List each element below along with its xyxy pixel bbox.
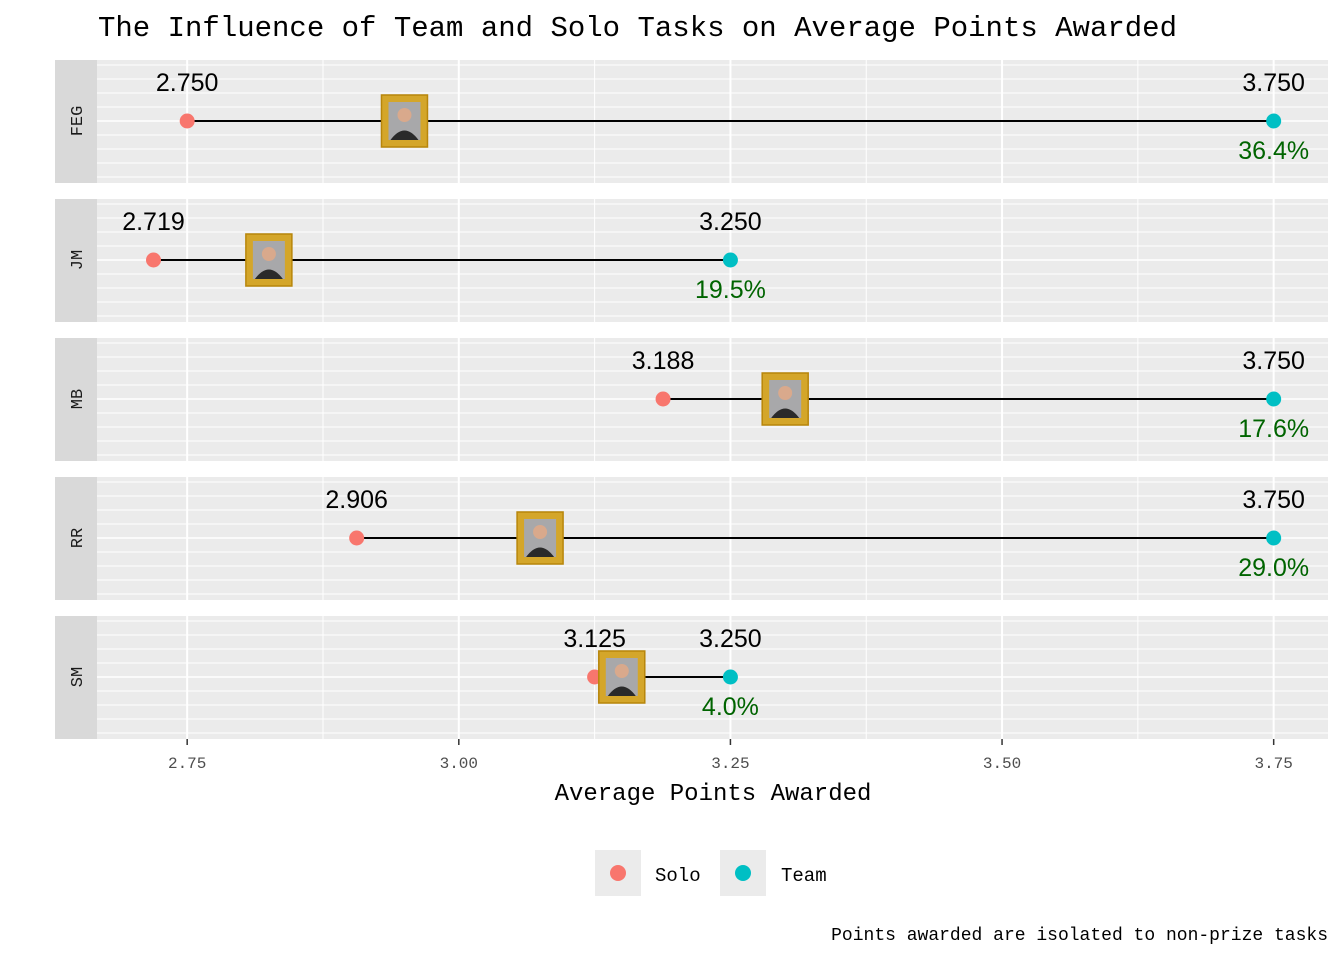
strip-background [55,199,97,322]
strip-label: SM [69,667,88,687]
x-tick-label: 3.25 [711,755,749,773]
portrait-body [526,547,555,557]
legend-label-solo: Solo [655,865,701,887]
percent-change-label: 4.0% [702,693,759,721]
x-tick-label: 3.75 [1254,755,1292,773]
contestant-portrait-icon [245,233,293,287]
team-point [1266,391,1282,407]
percent-change-label: 19.5% [695,276,766,304]
facet-panel-mb: MB 3.188 3.750 17.6% [55,338,1328,461]
contestant-portrait-icon [598,650,646,704]
team-value-label: 3.750 [1242,347,1305,375]
percent-change-label: 36.4% [1238,137,1309,165]
team-value-label: 3.250 [699,625,762,653]
legend: Solo Team [595,850,827,896]
portrait-body [254,269,283,279]
solo-value-label: 3.125 [563,625,626,653]
strip-background [55,616,97,739]
solo-point [145,252,161,268]
facet-panel-sm: SM 3.125 3.250 4.0% [55,616,1328,739]
caption: Points awarded are isolated to non-prize… [831,926,1328,946]
legend-marker-team [735,865,751,881]
contestant-portrait-icon [761,372,809,426]
solo-value-label: 2.906 [325,486,388,514]
contestant-portrait-icon [516,511,564,565]
portrait-face [261,247,276,261]
solo-point [179,113,195,129]
solo-value-label: 3.188 [632,347,695,375]
portrait-body [607,686,636,696]
team-point [1266,113,1282,129]
strip-background [55,477,97,600]
solo-value-label: 2.719 [122,208,185,236]
team-value-label: 3.750 [1242,69,1305,97]
x-tick-label: 3.50 [983,755,1021,773]
x-tick-label: 2.75 [168,755,206,773]
team-value-label: 3.250 [699,208,762,236]
solo-point [349,530,365,546]
strip-label: JM [69,250,88,270]
percent-change-label: 29.0% [1238,554,1309,582]
x-axis: 2.75 3.00 3.25 3.50 3.75 [168,739,1293,773]
strip-label: MB [69,389,88,409]
chart-title: The Influence of Team and Solo Tasks on … [98,12,1177,45]
portrait-face [614,664,629,678]
portrait-body [771,408,800,418]
facet-panel-jm: JM 2.719 3.250 19.5% [55,199,1328,322]
strip-label: RR [69,528,88,548]
facet-panels: FEG 2.750 3.750 36.4% JM 2.719 3.250 19.5% MB 3.1… [55,60,1328,739]
strip-background [55,338,97,461]
portrait-face [778,386,793,400]
portrait-body [390,130,419,140]
team-value-label: 3.750 [1242,486,1305,514]
solo-point [655,391,671,407]
team-point [722,669,738,685]
facet-panel-feg: FEG 2.750 3.750 36.4% [55,60,1328,183]
contestant-portrait-icon [380,94,429,148]
strip-label: FEG [69,106,88,137]
legend-label-team: Team [781,865,827,887]
x-axis-title: Average Points Awarded [555,781,872,808]
portrait-face [397,108,412,122]
strip-background [55,60,97,183]
team-point [1266,530,1282,546]
team-point [722,252,738,268]
portrait-face [533,525,548,539]
facet-panel-rr: RR 2.906 3.750 29.0% [55,477,1328,600]
solo-value-label: 2.750 [156,69,219,97]
percent-change-label: 17.6% [1238,415,1309,443]
legend-marker-solo [610,865,626,881]
x-tick-label: 3.00 [440,755,478,773]
